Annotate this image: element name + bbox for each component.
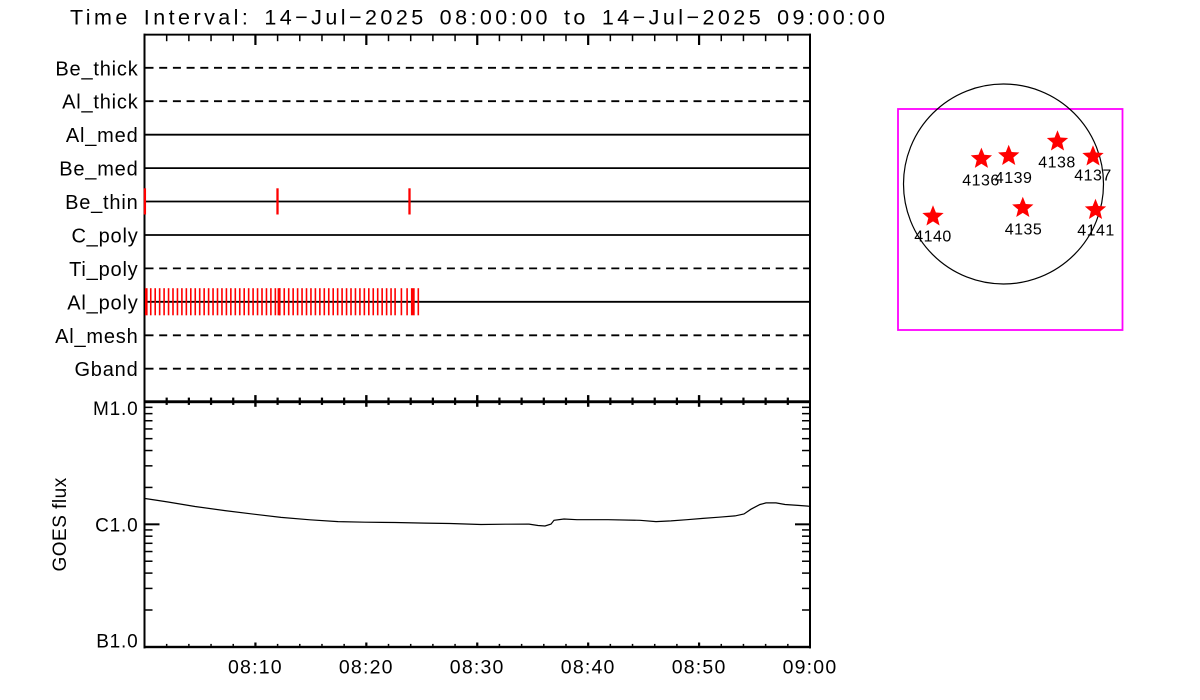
- svg-text:08:20: 08:20: [339, 657, 394, 679]
- svg-text:4138: 4138: [1038, 155, 1076, 172]
- svg-text:Be_thin: Be_thin: [65, 192, 138, 214]
- svg-text:4137: 4137: [1074, 168, 1112, 185]
- svg-text:C_poly: C_poly: [71, 226, 138, 248]
- svg-text:B1.0: B1.0: [96, 631, 138, 652]
- svg-text:Al_mesh: Al_mesh: [55, 326, 138, 348]
- svg-text:08:50: 08:50: [672, 657, 727, 679]
- svg-text:Gband: Gband: [74, 359, 138, 381]
- svg-text:C1.0: C1.0: [95, 515, 138, 536]
- svg-text:Al_med: Al_med: [66, 125, 139, 147]
- svg-text:4139: 4139: [995, 170, 1033, 187]
- svg-text:Al_thick: Al_thick: [62, 92, 139, 114]
- svg-text:Al_poly: Al_poly: [67, 292, 138, 314]
- svg-text:08:10: 08:10: [228, 657, 283, 679]
- svg-text:4140: 4140: [914, 229, 952, 246]
- svg-text:Be_thick: Be_thick: [55, 58, 138, 80]
- svg-text:Be_med: Be_med: [59, 159, 138, 181]
- svg-text:Time Interval: 14−Jul−2025 08:: Time Interval: 14−Jul−2025 08:00:00 to 1…: [70, 5, 888, 29]
- svg-text:Ti_poly: Ti_poly: [69, 259, 138, 281]
- svg-text:08:30: 08:30: [450, 657, 505, 679]
- svg-text:09:00: 09:00: [783, 657, 838, 679]
- svg-text:4136: 4136: [962, 173, 1000, 190]
- svg-text:4135: 4135: [1005, 222, 1043, 239]
- svg-text:GOES flux: GOES flux: [50, 477, 71, 571]
- svg-text:4141: 4141: [1077, 223, 1115, 240]
- svg-text:M1.0: M1.0: [93, 399, 138, 420]
- svg-text:08:40: 08:40: [561, 657, 616, 679]
